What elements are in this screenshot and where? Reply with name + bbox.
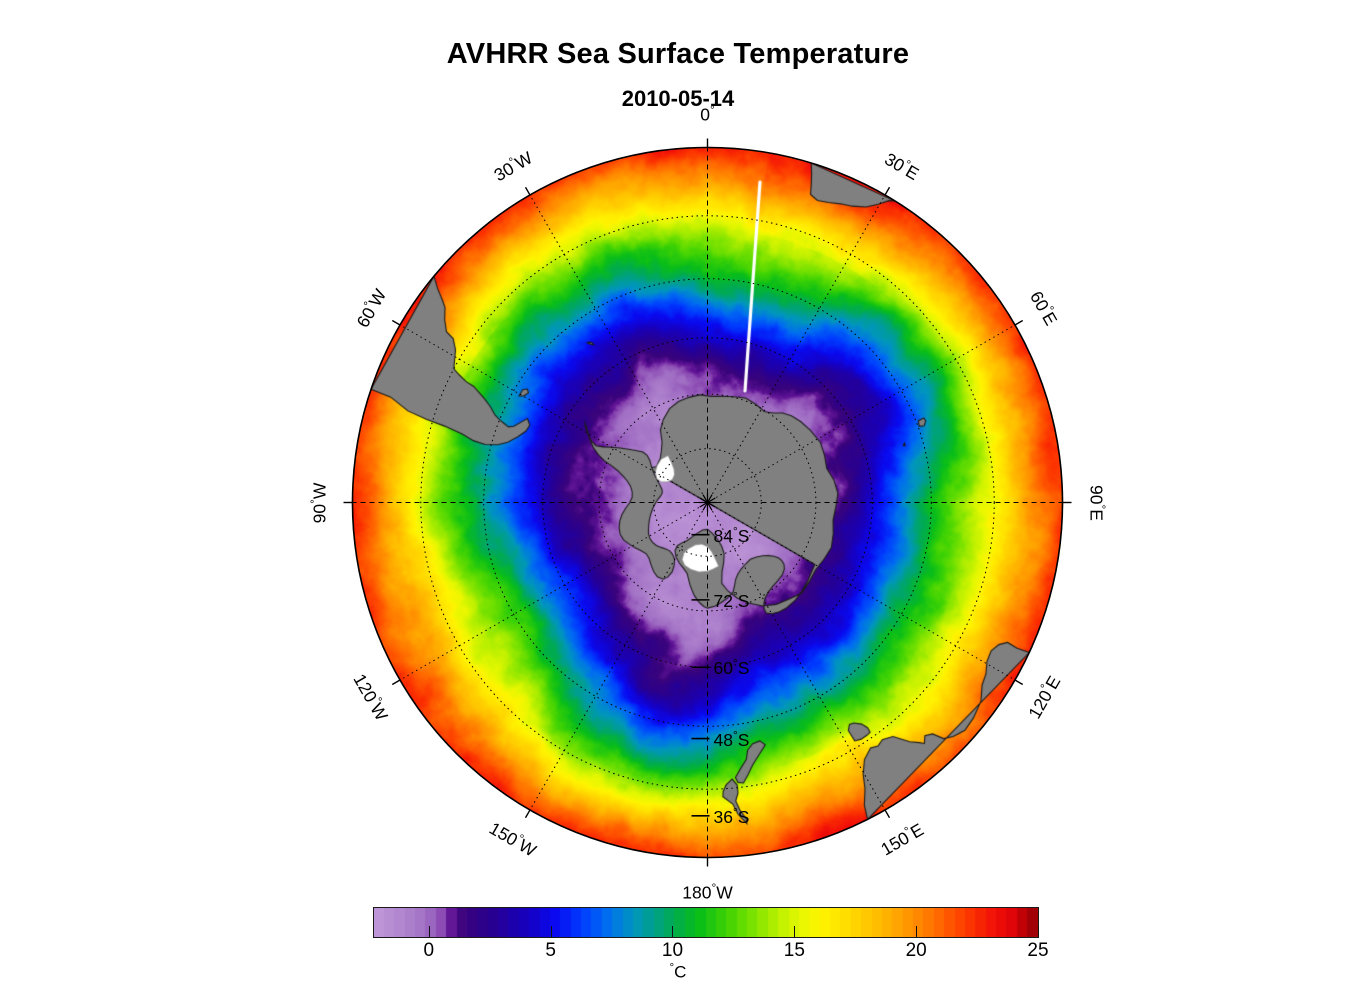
lon-0-label: 0° xyxy=(700,102,715,124)
colorbar-unit-label: °C xyxy=(669,962,687,982)
lat-48s-label: 48°S xyxy=(713,727,750,750)
lon-180w-label: 180°W xyxy=(682,880,733,902)
cb-tick-25-mark xyxy=(1038,926,1039,937)
cb-tick-15-mark xyxy=(794,926,796,937)
cb-tick-0-mark xyxy=(428,926,430,937)
lat-60s-label: 60°S xyxy=(713,656,750,679)
graticule-overlay xyxy=(343,138,1072,867)
cb-tick-0: 0 xyxy=(423,940,435,961)
figure-title: AVHRR Sea Surface Temperature xyxy=(446,38,910,70)
cb-tick-10-mark xyxy=(672,926,674,937)
lat-36s-label: 36°S xyxy=(713,804,750,827)
lon-90e-label: 90°E xyxy=(1086,484,1108,521)
lat-72s-label: 72°S xyxy=(713,588,750,611)
cb-tick-20: 20 xyxy=(905,940,927,961)
cb-tick-5: 5 xyxy=(545,940,556,961)
colorbar[interactable] xyxy=(373,907,1039,938)
cb-tick-5-mark xyxy=(550,926,552,937)
colorbar-gradient[interactable] xyxy=(374,908,1038,937)
cb-tick-15: 15 xyxy=(783,940,805,961)
cb-tick-10: 10 xyxy=(661,940,684,961)
lat-84s-label: 84°S xyxy=(713,523,750,546)
cb-tick-20-mark xyxy=(916,926,918,937)
figure-subtitle: 2010-05-14 xyxy=(621,86,735,111)
lon-90w-label: 90°W xyxy=(307,482,329,523)
cb-tick-25: 25 xyxy=(1027,940,1049,961)
polar-map[interactable] xyxy=(330,125,1085,880)
